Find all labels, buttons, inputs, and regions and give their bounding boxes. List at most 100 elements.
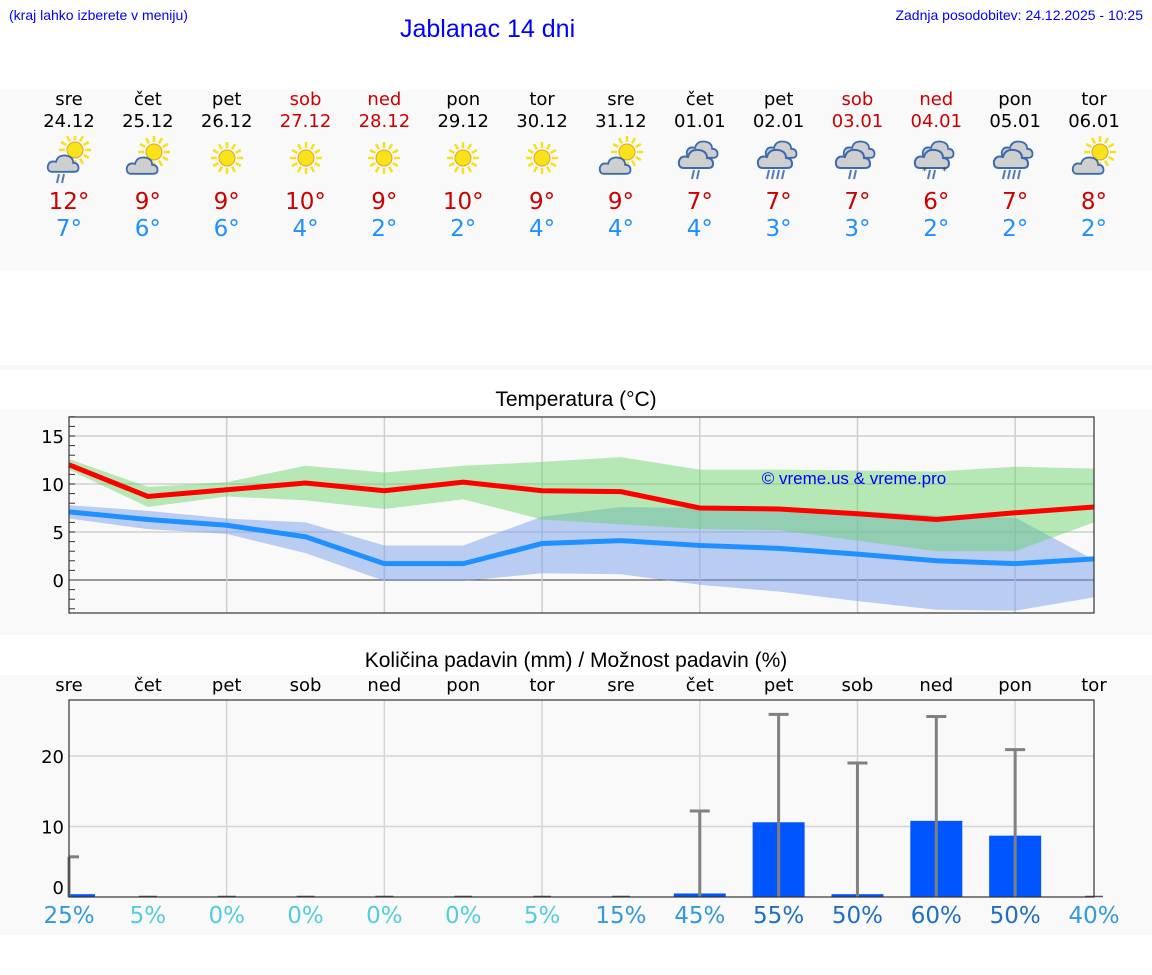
precip-day-label: ned [919,675,954,696]
day-date: 28.12 [358,111,411,132]
day-name: pon [446,89,481,110]
sun-icon [188,133,266,189]
precip-day-label: čet [685,675,714,696]
day-date: 27.12 [279,111,332,132]
min-temperature: 4° [292,216,319,242]
max-temperature: 12° [48,189,90,215]
precip-probability: 15% [595,903,647,929]
precip-day-label: sre [55,675,83,696]
precip-probability: 0% [366,903,403,929]
precip-probability: 5% [129,903,167,929]
location-menu-hint[interactable]: (kraj lahko izberete v meniju) [9,7,188,23]
partly-cloudy-icon [109,133,187,189]
day-date: 01.01 [674,111,726,132]
min-temperature: 7° [55,216,83,242]
min-temperature: 3° [844,216,871,242]
precip-day-label: tor [1081,675,1107,696]
day-date: 29.12 [437,111,489,132]
max-temperature: 7° [765,189,792,215]
day-date: 30.12 [516,111,568,132]
svg-text:0: 0 [53,878,64,899]
day-date: 06.01 [1068,111,1120,132]
day-column: sre 24.12 12° 7° [30,89,108,243]
precip-probability: 50% [831,903,884,929]
temperature-chart: 0 5 10 15 © vreme.us & vreme.pro [41,416,1095,614]
max-temperature: 9° [213,189,240,215]
min-temperature: 4° [607,216,634,242]
precip-probability: 5% [523,903,561,929]
separator [0,365,1152,370]
precip-day-label: pon [446,675,481,696]
svg-text:*: * [922,166,927,177]
cloudy-heavy-rain-icon [740,133,818,189]
day-name: sre [55,89,83,110]
precip-day-label: pon [998,675,1033,696]
day-column: tor 30.12 9° 4° [503,89,581,243]
day-column: sob 27.12 10° 4° [267,89,345,243]
svg-text:© vreme.us & vreme.pro: © vreme.us & vreme.pro [762,469,946,488]
precip-probability: 0% [208,903,245,929]
day-column: pet 26.12 9° 6° [188,89,266,243]
day-date: 04.01 [910,111,963,132]
day-name: sob [289,89,322,110]
min-temperature: 2° [1080,216,1108,242]
cloudy-light-rain-icon [661,133,739,189]
min-temperature: 2° [923,216,950,242]
precip-day-label: sob [841,675,874,696]
precip-probability: 55% [753,903,805,929]
sun-icon [267,133,345,189]
day-columns: sre 24.12 12° 7° čet 25.12 9° 6° pet 26.… [0,89,1152,269]
sun-icon [345,133,423,189]
day-column: sre 31.12 9° 4° [582,89,660,243]
precip-probability: 60% [910,903,962,929]
svg-text:15: 15 [41,427,64,448]
max-temperature: 9° [371,189,398,215]
partly-cloudy-icon [1055,133,1133,189]
day-name: ned [919,89,954,110]
page-title: Jablanac 14 dni [400,15,576,43]
day-name: sob [841,89,874,110]
precip-probability: 40% [1068,903,1120,929]
max-temperature: 9° [528,189,556,215]
max-temperature: 9° [607,189,634,215]
precip-day-label: sre [607,675,635,696]
day-date: 25.12 [122,111,174,132]
day-date: 24.12 [43,111,95,132]
partly-cloudy-light-rain-icon [30,133,108,189]
day-column: tor 06.01 8° 2° [1055,89,1133,243]
daily-forecast-strip [0,90,1152,270]
precipitation-chart-title: Količina padavin (mm) / Možnost padavin … [364,649,788,672]
precip-probability: 0% [287,903,324,929]
max-temperature: 10° [442,189,484,215]
day-name: sre [607,89,635,110]
cloudy-heavy-rain-icon [976,133,1054,189]
svg-text:10: 10 [41,475,64,496]
day-name: tor [1081,89,1107,110]
min-temperature: 3° [765,216,792,242]
max-temperature: 7° [686,189,713,215]
svg-text:20: 20 [41,747,64,768]
temperature-chart-title: Temperatura (°C) [495,388,657,411]
precipitation-day-labels: sre čet pet sob ned pon tor sre čet pet sob ned pon t… [0,675,1152,699]
svg-text:*: * [942,166,947,177]
cloudy-light-rain-icon [818,133,896,189]
svg-text:5: 5 [53,523,64,544]
min-temperature: 4° [686,216,713,242]
max-temperature: 6° [923,189,950,215]
precip-probability: 0% [444,903,482,929]
min-temperature: 6° [213,216,240,242]
day-name: tor [529,89,555,110]
min-temperature: 6° [134,216,161,242]
day-date: 05.01 [989,111,1041,132]
day-column: ned 28.12 9° 2° [345,89,423,243]
day-column: pon 29.12 10° 2° [424,89,502,243]
min-temperature: 4° [528,216,556,242]
max-temperature: 7° [844,189,871,215]
svg-text:10: 10 [41,818,64,839]
day-column: pet 02.01 7° 3° [740,89,818,243]
day-name: ned [367,89,402,110]
day-name: pet [763,89,794,110]
day-name: čet [685,89,714,110]
min-temperature: 2° [371,216,398,242]
max-temperature: 10° [285,189,326,215]
